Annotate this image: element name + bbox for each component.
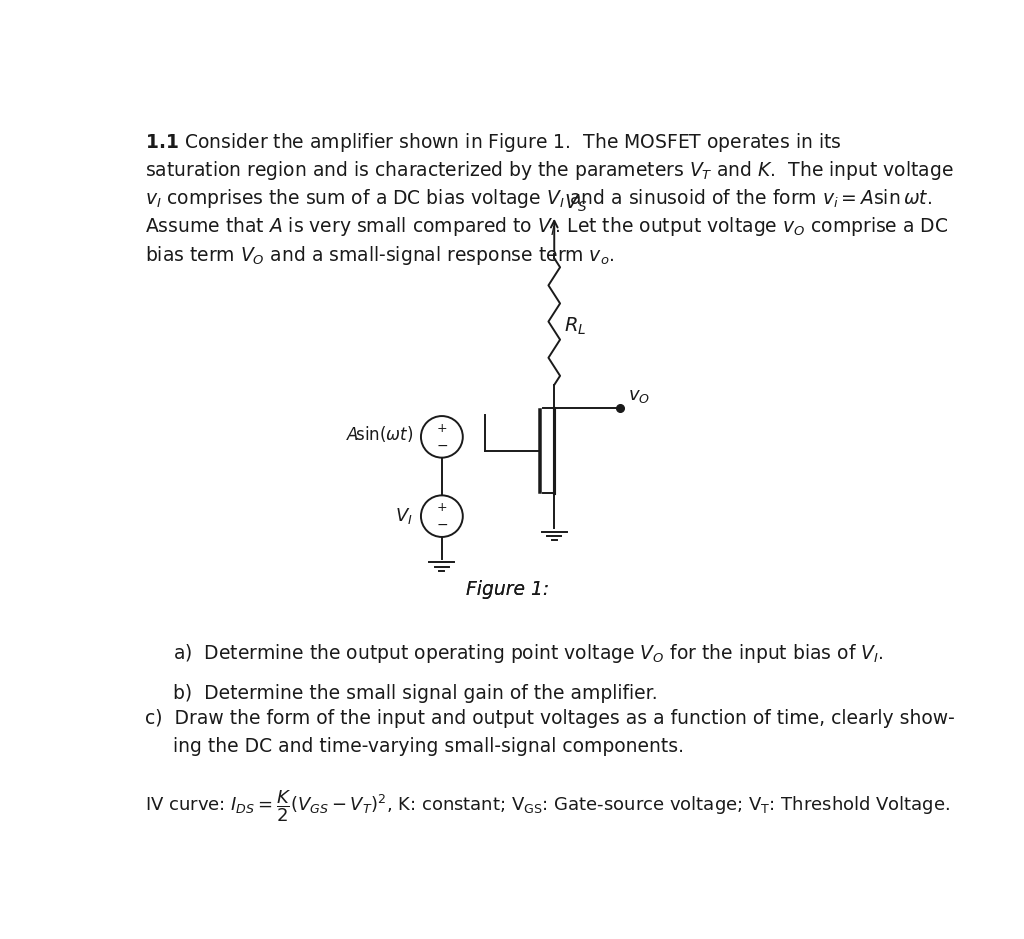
Text: Figure 1:: Figure 1: [466, 579, 549, 599]
Text: +: + [436, 422, 447, 435]
Text: $\mathbf{1.1}$ Consider the amplifier shown in Figure 1.  The MOSFET operates in: $\mathbf{1.1}$ Consider the amplifier sh… [145, 131, 842, 154]
Text: c)  Draw the form of the input and output voltages as a function of time, clearl: c) Draw the form of the input and output… [145, 709, 954, 728]
Text: $V_S$: $V_S$ [563, 193, 587, 214]
Text: −: − [436, 518, 447, 531]
Text: +: + [436, 500, 447, 514]
Text: ing the DC and time-varying small-signal components.: ing the DC and time-varying small-signal… [173, 737, 684, 756]
Text: $V_I$: $V_I$ [395, 506, 414, 526]
Text: b)  Determine the small signal gain of the amplifier.: b) Determine the small signal gain of th… [173, 684, 657, 703]
Text: $A\!\sin(\omega t)$: $A\!\sin(\omega t)$ [346, 423, 414, 444]
Text: $v_O$: $v_O$ [628, 387, 650, 406]
Text: $R_L$: $R_L$ [563, 316, 586, 337]
Text: IV curve: $I_{DS} = \dfrac{K}{2}(V_{GS} - V_T)^2$, K: constant; V$_{\mathrm{GS}}: IV curve: $I_{DS} = \dfrac{K}{2}(V_{GS} … [145, 788, 950, 824]
Text: −: − [436, 439, 447, 453]
Text: saturation region and is characterized by the parameters $V_T$ and $K$.  The inp: saturation region and is characterized b… [145, 160, 954, 182]
Text: $v_I$ comprises the sum of a DC bias voltage $V_I$ and a sinusoid of the form $v: $v_I$ comprises the sum of a DC bias vol… [145, 188, 932, 210]
Text: Assume that $A$ is very small compared to $V_I$. Let the output voltage $v_O$ co: Assume that $A$ is very small compared t… [145, 215, 948, 239]
Text: Figure 1:: Figure 1: [466, 579, 549, 599]
Text: a)  Determine the output operating point voltage $V_O$ for the input bias of $V_: a) Determine the output operating point … [173, 641, 884, 665]
Text: bias term $V_O$ and a small-signal response term $v_o$.: bias term $V_O$ and a small-signal respo… [145, 243, 614, 267]
